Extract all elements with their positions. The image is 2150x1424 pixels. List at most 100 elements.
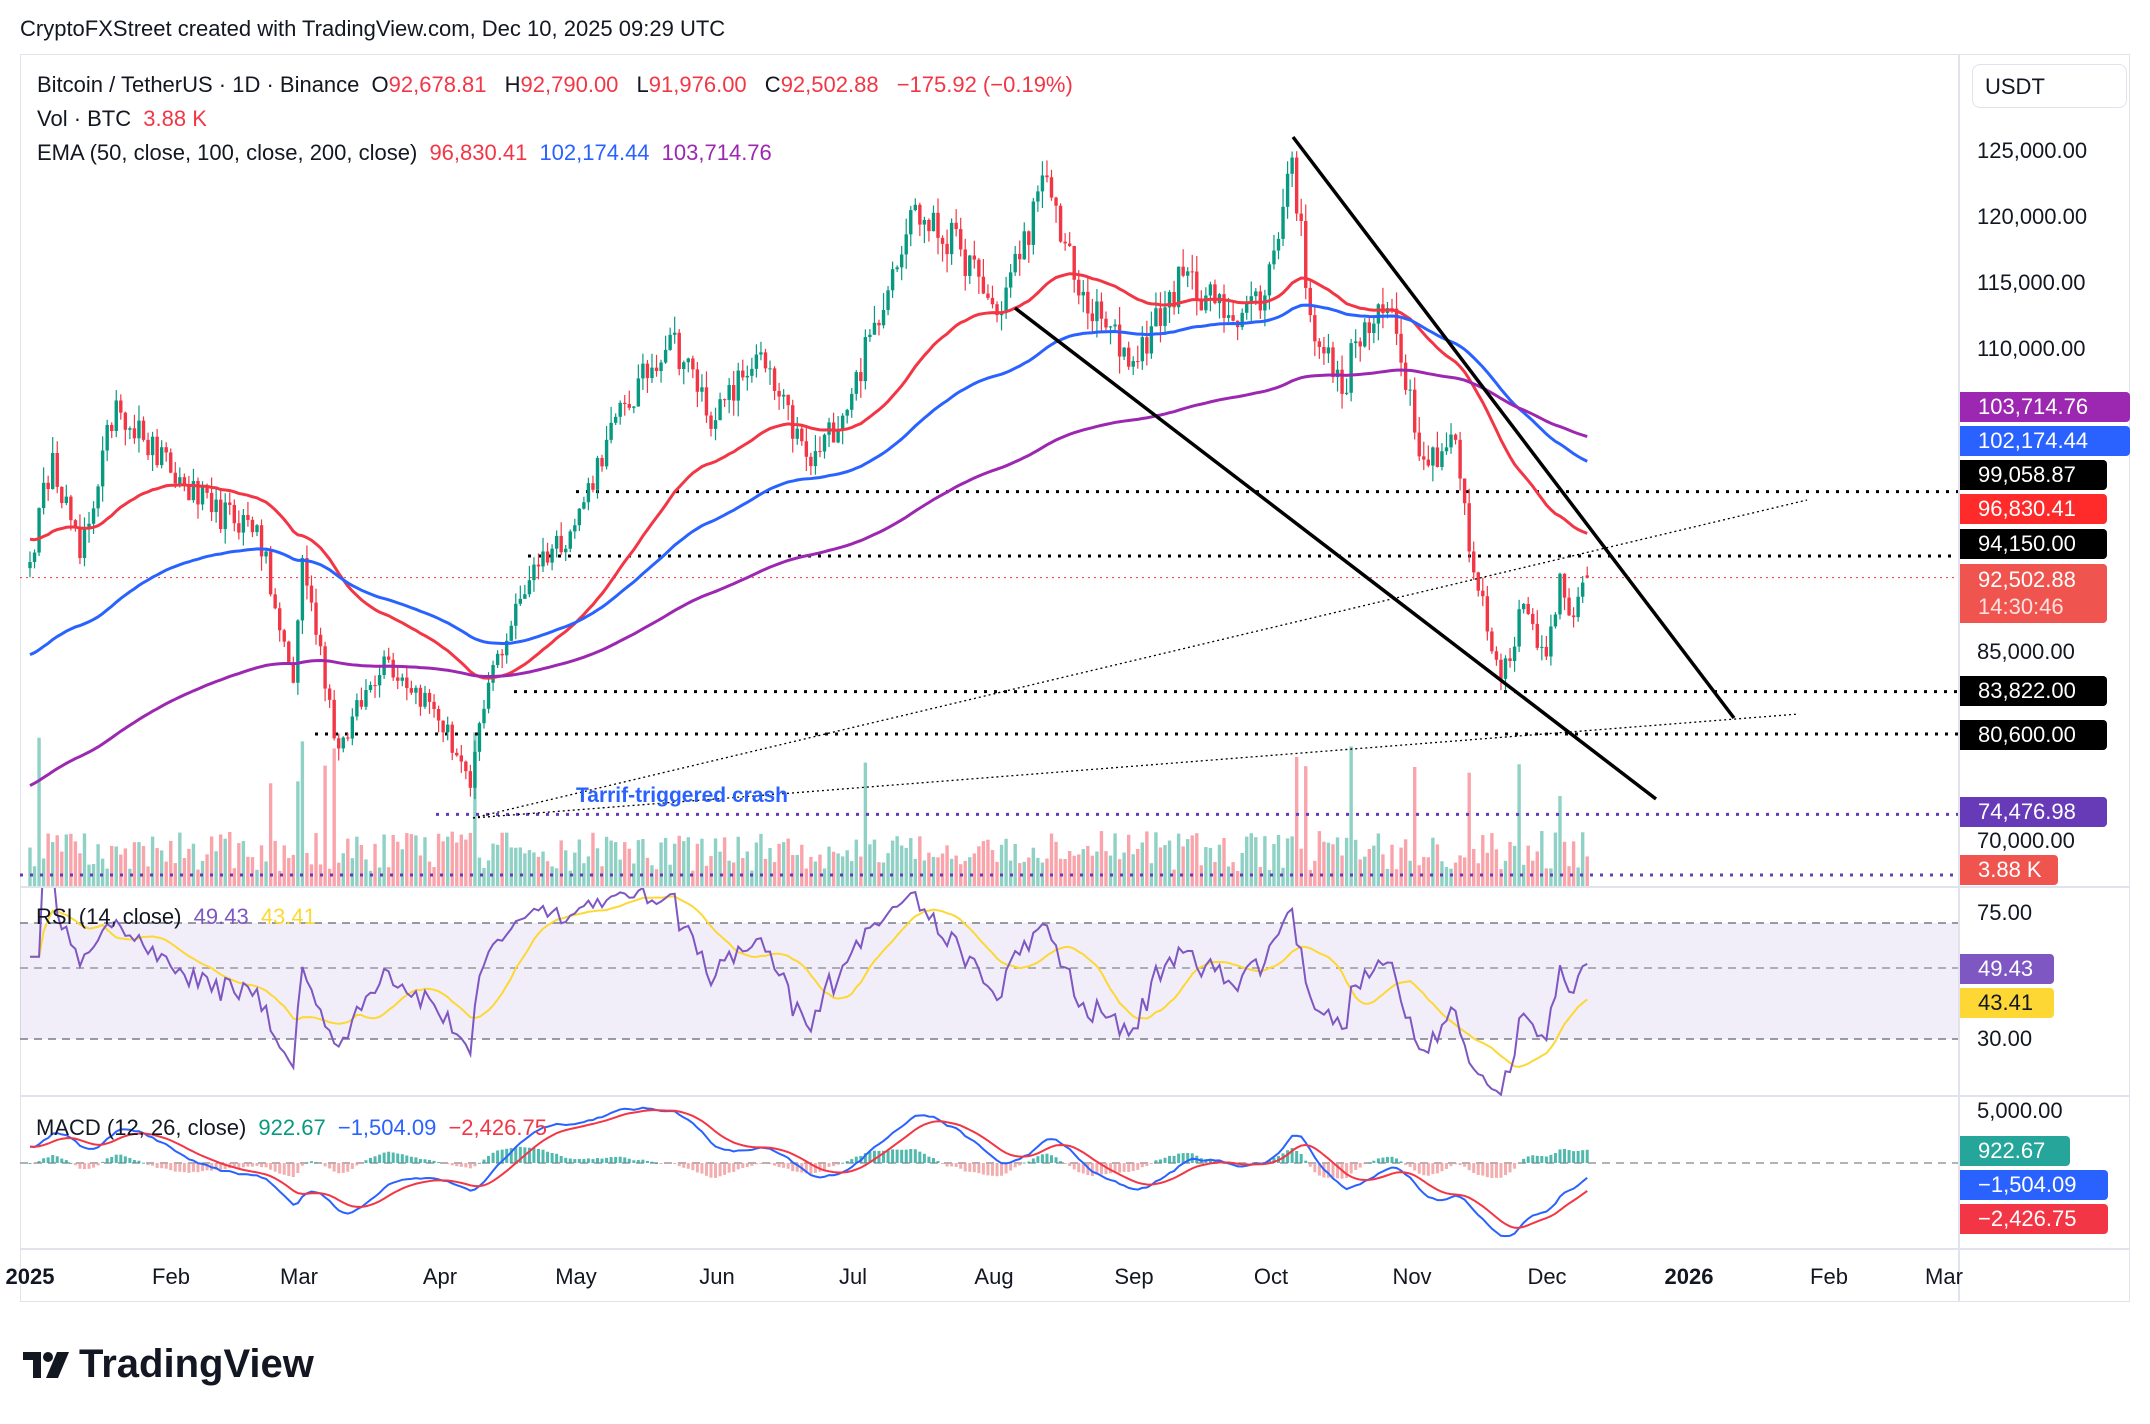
macd-histogram-bar [959, 1163, 963, 1169]
candle [259, 525, 264, 557]
volume-bar [541, 851, 545, 886]
candle [1553, 614, 1558, 627]
volume-bar [872, 839, 877, 886]
volume-bar [1576, 867, 1580, 886]
macd-histogram-bar [92, 1163, 96, 1168]
volume-bar [1099, 831, 1104, 886]
volume-bar [981, 841, 986, 886]
macd-histogram-bar [51, 1155, 55, 1163]
tradingview-logo[interactable]: TradingView [23, 1342, 314, 1387]
volume-bar [1022, 861, 1026, 886]
ema100-price-tag: 102,174.44 [1960, 426, 2130, 456]
volume-bar [477, 857, 482, 886]
macd-histogram-bar [645, 1160, 649, 1163]
macd-histogram-bar [396, 1153, 400, 1163]
macd-histogram-bar [686, 1163, 690, 1169]
candle [1449, 434, 1453, 448]
macd-histogram-bar [895, 1149, 899, 1163]
candle [368, 685, 373, 691]
volume-bar [1254, 837, 1258, 886]
candle [791, 405, 795, 439]
volume-bar [977, 846, 981, 886]
volume-bar [727, 860, 731, 886]
volume-label[interactable]: Vol · BTC [37, 106, 132, 131]
rsi-tick: 30.00 [1977, 1026, 2033, 1051]
volume-bar [818, 854, 822, 886]
macd-histogram-bar [555, 1153, 559, 1163]
macd-histogram-bar [954, 1163, 958, 1167]
macd-histogram-bar [146, 1163, 150, 1166]
macd-histogram-bar [804, 1163, 808, 1174]
ema-label[interactable]: EMA (50, close, 100, close, 200, close) [37, 140, 418, 165]
macd-histogram-bar [1031, 1158, 1035, 1163]
macd-histogram-bar [950, 1163, 954, 1167]
macd-histogram-bar [845, 1161, 849, 1163]
macd-histogram-bar [1395, 1158, 1399, 1163]
volume-bar [895, 836, 899, 886]
candle [777, 390, 781, 397]
ema50-value: 96,830.41 [429, 140, 528, 165]
volume-bar [1249, 833, 1253, 886]
volume-bar [532, 852, 536, 886]
candle [1476, 572, 1480, 591]
volume-bar [1344, 837, 1349, 886]
candle [1499, 659, 1503, 679]
symbol-title[interactable]: Bitcoin / TetherUS · 1D · Binance [37, 72, 360, 97]
rsi-label[interactable]: RSI (14, close) [36, 904, 182, 929]
volume-bar [91, 863, 96, 886]
rsi-ma-line [30, 895, 1588, 1068]
volume-bar [972, 853, 977, 886]
volume-bar [1290, 836, 1294, 886]
candle [1136, 361, 1140, 363]
macd-histogram-bar [995, 1163, 999, 1177]
macd-histogram-bar [1299, 1154, 1303, 1163]
candle [495, 653, 500, 666]
candle [110, 424, 114, 431]
candle [191, 481, 196, 501]
candle [1308, 287, 1312, 316]
candle [850, 393, 854, 410]
volume-bar [455, 842, 459, 886]
volume-bar [768, 848, 772, 886]
candle [1067, 243, 1072, 246]
volume-bar [218, 834, 223, 886]
currency-button[interactable]: USDT [1972, 64, 2127, 108]
rsi-line [30, 888, 1588, 1096]
candle [786, 394, 790, 406]
price-tick: 125,000.00 [1977, 138, 2088, 163]
candle [1376, 304, 1381, 324]
macd-histogram-bar [1558, 1149, 1562, 1163]
volume-bar [495, 844, 500, 886]
candle [232, 504, 236, 524]
macd-histogram-bar [1036, 1156, 1040, 1163]
volume-bar [963, 860, 967, 886]
candle [1580, 582, 1585, 597]
macd-label[interactable]: MACD (12, 26, close) [36, 1115, 247, 1140]
volume-bar [518, 847, 523, 886]
trend-lines[interactable] [472, 135, 1808, 819]
volume-bar [654, 869, 659, 886]
macd-histogram-bar [487, 1155, 491, 1163]
candle [586, 483, 591, 503]
volume-bar [1472, 849, 1476, 886]
candle [41, 482, 46, 509]
macd-histogram-bar [691, 1163, 695, 1171]
macd-histogram-bar [1490, 1163, 1494, 1179]
candle [105, 424, 109, 451]
volume-bar [863, 762, 868, 886]
rsi-pane [20, 888, 1958, 1096]
volume-bar [822, 868, 827, 886]
volume-bar [990, 850, 995, 886]
macd-histogram-bar [1336, 1163, 1340, 1179]
volume-bar [1381, 854, 1385, 886]
volume-bar [1326, 842, 1331, 886]
volume-bar [1186, 839, 1190, 886]
volume-bar [949, 858, 954, 886]
macd-histogram-bar [46, 1157, 50, 1163]
ema-legend: EMA (50, close, 100, close, 200, close) … [37, 140, 778, 166]
annotation-text[interactable]: Tarrif-triggered crash [576, 784, 788, 807]
horizontal-levels[interactable] [20, 490, 1958, 877]
macd-histogram-bar [1104, 1163, 1108, 1175]
volume-bar [305, 853, 309, 886]
